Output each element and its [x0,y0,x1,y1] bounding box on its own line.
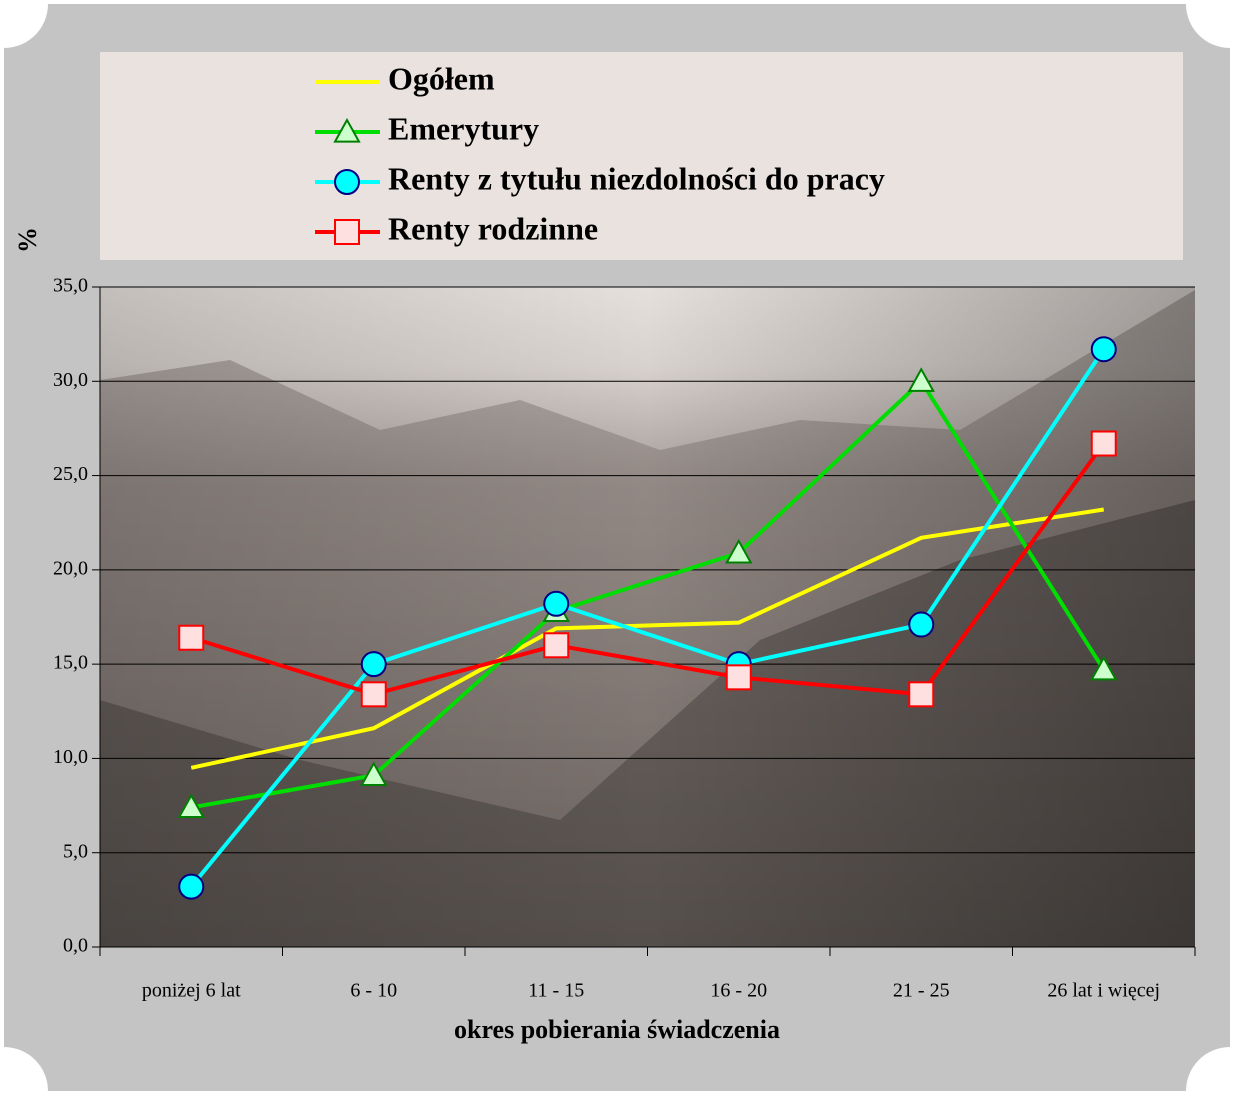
y-tick-label: 0,0 [63,935,88,957]
y-axis-label: % [13,227,42,253]
x-axis-label: okres pobierania świadczenia [454,1015,780,1044]
legend-box [100,52,1183,260]
legend-label: Renty rodzinne [388,210,598,246]
x-tick-label: 21 - 25 [893,980,950,1002]
series-line [190,378,1106,810]
data-point [177,793,205,819]
legend-marker [334,169,360,195]
data-point [360,681,387,708]
legend-label: Ogółem [388,60,495,96]
y-tick-label: 30,0 [53,369,88,391]
x-tick-label: poniżej 6 lat [142,980,241,1002]
data-point [907,367,935,392]
x-tick-label: 26 lat i więcej [1047,980,1160,1002]
data-point [908,681,935,708]
plot-layer: 0,0 5,0 10,0 15,0 20,0 25,0 30,0 35,0 poniżej 6 … [53,60,1196,1002]
data-point [1090,430,1117,457]
data-point [725,538,753,564]
data-point [360,761,388,786]
y-tick-label: 20,0 [53,557,88,579]
data-point [1090,655,1118,681]
x-tick-label: 16 - 20 [710,980,767,1002]
data-point [725,664,752,691]
y-tick-label: 15,0 [53,652,88,674]
legend-marker [333,117,361,143]
plot-shade [100,287,1195,947]
y-tick-label: 35,0 [53,275,88,297]
y-tick-label: 25,0 [53,463,88,485]
legend-marker [334,219,360,245]
x-tick-label: 6 - 10 [350,980,397,1002]
x-tick-label: 11 - 15 [528,980,584,1002]
data-point [360,651,387,678]
data-point [543,590,570,617]
data-point [908,611,935,638]
series-line [189,348,1106,888]
series-line [190,442,1106,697]
series-line [190,507,1105,770]
data-point [178,624,205,651]
y-tick-label: 10,0 [53,746,88,768]
data-point [1090,336,1117,363]
y-tick-label: 5,0 [63,840,88,862]
data-point [178,873,205,900]
data-point [543,632,570,659]
legend-label: Emerytury [388,110,539,146]
legend-label: Renty z tytułu niezdolności do pracy [388,160,885,196]
